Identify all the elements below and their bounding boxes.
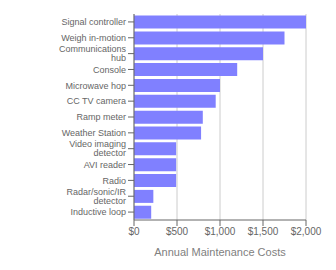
svg-text:Console: Console [93, 65, 126, 75]
svg-text:Weigh in-motion: Weigh in-motion [61, 33, 126, 43]
svg-text:$2,000: $2,000 [291, 226, 322, 237]
svg-text:$0: $0 [128, 226, 140, 237]
svg-text:Ramp meter: Ramp meter [76, 112, 126, 122]
svg-text:Inductive loop: Inductive loop [70, 207, 126, 217]
svg-text:$500: $500 [166, 226, 189, 237]
svg-text:CC TV camera: CC TV camera [67, 96, 126, 106]
svg-text:Video imagingdetector: Video imagingdetector [69, 139, 126, 158]
svg-text:Communicationshub: Communicationshub [59, 44, 127, 63]
svg-text:Weather Station: Weather Station [62, 128, 126, 138]
svg-text:Radar/sonic/IRdetector: Radar/sonic/IRdetector [66, 187, 126, 206]
svg-text:AVI reader: AVI reader [84, 160, 126, 170]
svg-text:Radio: Radio [102, 176, 126, 186]
svg-text:$1,500: $1,500 [248, 226, 279, 237]
svg-text:Annual Maintenance Costs: Annual Maintenance Costs [154, 246, 286, 258]
svg-text:Microwave hop: Microwave hop [65, 81, 126, 91]
svg-text:Signal controller: Signal controller [61, 17, 126, 27]
svg-text:$1,000: $1,000 [205, 226, 236, 237]
